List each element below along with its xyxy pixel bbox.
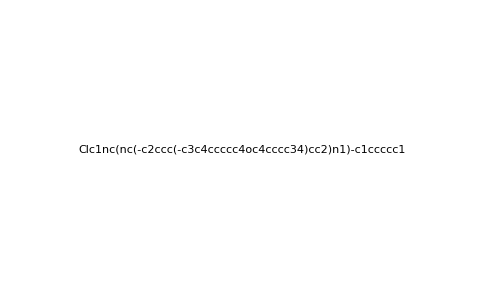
Text: Clc1nc(nc(-c2ccc(-c3c4ccccc4oc4cccc34)cc2)n1)-c1ccccc1: Clc1nc(nc(-c2ccc(-c3c4ccccc4oc4cccc34)cc… — [78, 145, 406, 155]
